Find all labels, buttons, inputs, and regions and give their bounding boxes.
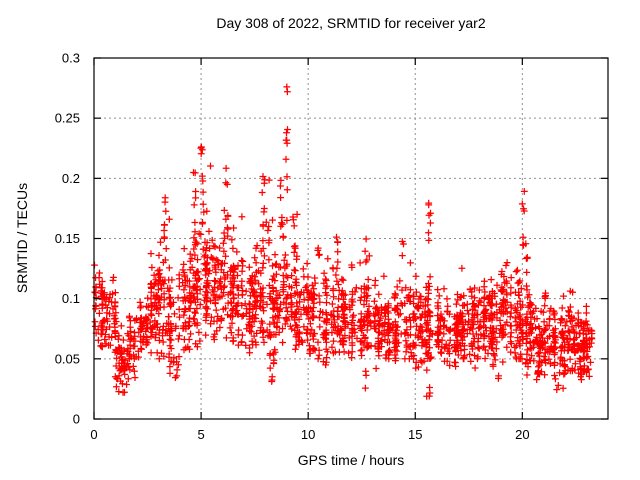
y-tick-label: 0 <box>73 412 80 427</box>
y-tick-label: 0.1 <box>62 291 80 306</box>
x-tick-label: 15 <box>408 427 422 442</box>
y-tick-label: 0.15 <box>55 231 80 246</box>
x-tick-label: 10 <box>301 427 315 442</box>
y-tick-label: 0.25 <box>55 111 80 126</box>
x-axis-label: GPS time / hours <box>297 452 405 468</box>
y-tick-label: 0.3 <box>62 51 80 66</box>
x-tick-label: 0 <box>90 427 97 442</box>
y-tick-label: 0.2 <box>62 171 80 186</box>
x-tick-label: 5 <box>197 427 204 442</box>
chart-title: Day 308 of 2022, SRMTID for receiver yar… <box>216 15 486 31</box>
data-points <box>91 83 596 400</box>
x-tick-label: 20 <box>515 427 529 442</box>
y-tick-label: 0.05 <box>55 351 80 366</box>
